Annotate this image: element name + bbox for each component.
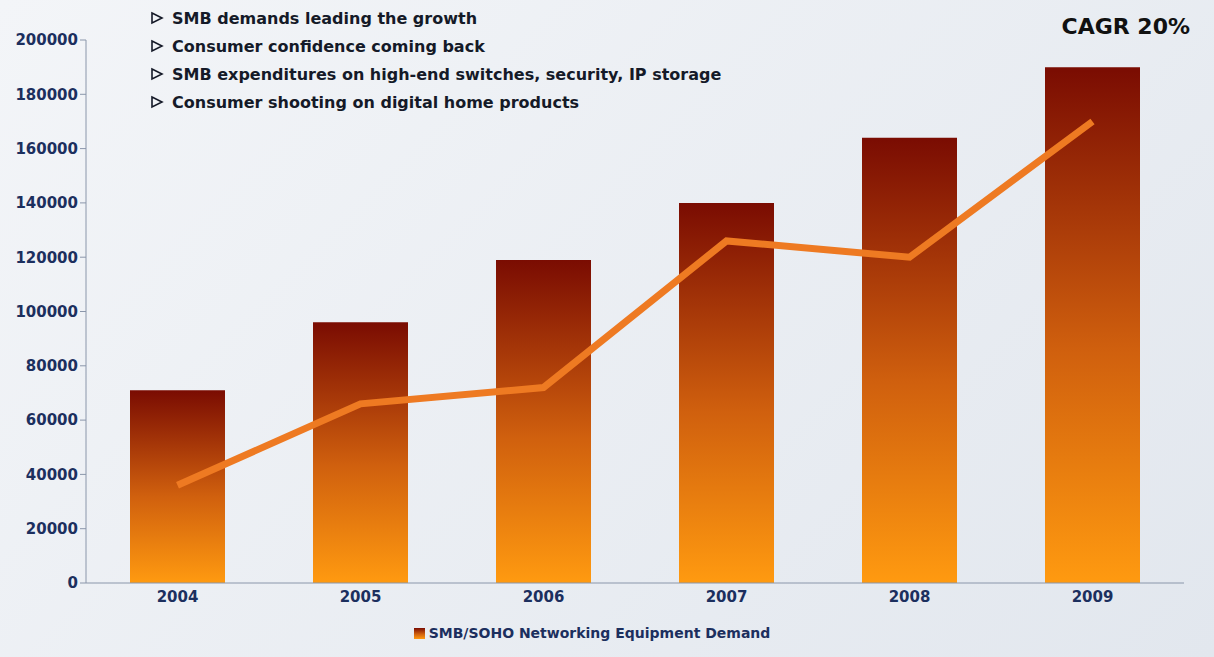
svg-text:2005: 2005 bbox=[340, 588, 382, 606]
svg-text:80000: 80000 bbox=[26, 357, 78, 375]
svg-text:20000: 20000 bbox=[26, 520, 78, 538]
svg-text:2007: 2007 bbox=[706, 588, 748, 606]
svg-text:2004: 2004 bbox=[157, 588, 199, 606]
html-text:SMB demands leading the growth: SMB demands leading the growth bbox=[172, 8, 477, 28]
html-text:Consumer confidence coming bac: Consumer confidence coming back bbox=[172, 36, 485, 56]
svg-text:140000: 140000 bbox=[15, 194, 78, 212]
svg-text:120000: 120000 bbox=[15, 249, 78, 267]
svg-text:40000: 40000 bbox=[26, 466, 78, 484]
svg-text:200000: 200000 bbox=[15, 31, 78, 49]
html-text:CAGR 20%: CAGR 20% bbox=[1061, 14, 1190, 39]
svg-text:100000: 100000 bbox=[15, 303, 78, 321]
svg-text:180000: 180000 bbox=[15, 86, 78, 104]
svg-text:0: 0 bbox=[68, 574, 78, 592]
html-text:SMB expenditures on high-end s: SMB expenditures on high-end switches, s… bbox=[172, 64, 722, 84]
html-text:Consumer shooting on digital h: Consumer shooting on digital home produc… bbox=[172, 92, 580, 112]
svg-text:160000: 160000 bbox=[15, 140, 78, 158]
svg-text:2006: 2006 bbox=[523, 588, 565, 606]
svg-text:60000: 60000 bbox=[26, 411, 78, 429]
svg-text:2008: 2008 bbox=[889, 588, 931, 606]
html-text:SMB/SOHO Networking Equipment: SMB/SOHO Networking Equipment Demand bbox=[428, 625, 771, 641]
svg-text:2009: 2009 bbox=[1072, 588, 1114, 606]
